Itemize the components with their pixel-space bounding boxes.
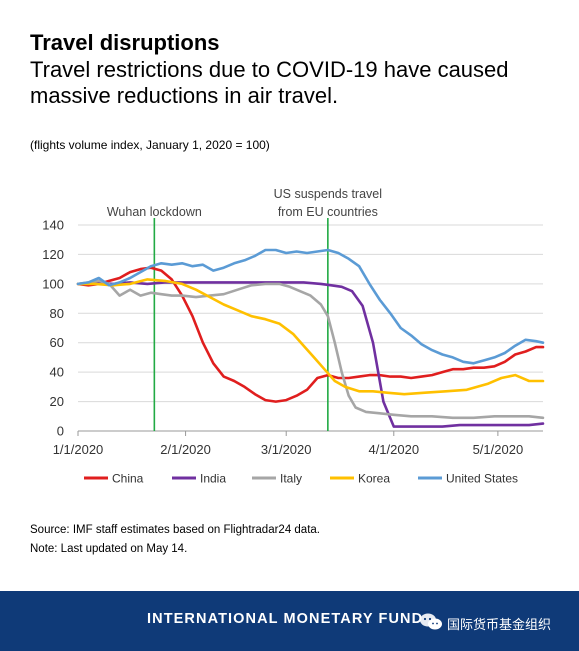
chart-title: Travel disruptions xyxy=(30,30,220,55)
series-line-china xyxy=(76,266,545,403)
y-tick-label: 60 xyxy=(50,335,64,350)
y-tick-label: 140 xyxy=(42,218,64,233)
annotation-label: from EU countries xyxy=(278,205,378,219)
legend-label: China xyxy=(112,472,144,486)
wechat-account: 国际货币基金组织 xyxy=(419,612,559,632)
x-tick-label: 2/1/2020 xyxy=(160,442,211,457)
legend-label: United States xyxy=(446,472,518,486)
x-tick-label: 1/1/2020 xyxy=(53,442,104,457)
y-tick-label: 40 xyxy=(50,365,64,380)
y-tick-label: 0 xyxy=(57,424,64,439)
y-tick-label: 80 xyxy=(50,306,64,321)
wechat-account-name: 国际货币基金组织 xyxy=(447,617,552,632)
update-note: Note: Last updated on May 14. xyxy=(30,543,188,555)
annotation-label: US suspends travel xyxy=(274,187,382,201)
legend-label: Korea xyxy=(358,472,390,486)
y-tick-label: 100 xyxy=(42,276,64,291)
x-tick-label: 5/1/2020 xyxy=(473,442,524,457)
wechat-icon xyxy=(420,613,442,630)
series-line-india xyxy=(76,281,545,428)
footer-banner: INTERNATIONAL MONETARY FUND 国际货币基金组织 xyxy=(0,591,579,651)
legend-label: India xyxy=(200,472,226,486)
x-tick-label: 4/1/2020 xyxy=(368,442,419,457)
chart-subtitle: Travel restrictions due to COVID-19 have… xyxy=(30,57,509,108)
org-name: INTERNATIONAL MONETARY FUND xyxy=(147,611,424,627)
source-note: Source: IMF staff estimates based on Fli… xyxy=(30,524,320,536)
series-line-united-states xyxy=(76,248,545,365)
line-chart: 0 20 40 60 80 100 120 140 1/1/2020 2/1/2020 3/1/20… xyxy=(42,187,545,486)
y-tick-label: 120 xyxy=(42,247,64,262)
y-tick-label: 20 xyxy=(50,394,64,409)
x-tick-label: 3/1/2020 xyxy=(261,442,312,457)
unit-note: (flights volume index, January 1, 2020 =… xyxy=(30,138,270,152)
series-line-italy xyxy=(76,279,545,420)
series-line-korea xyxy=(76,278,545,396)
legend-label: Italy xyxy=(280,472,302,486)
annotation-label: Wuhan lockdown xyxy=(107,205,202,219)
